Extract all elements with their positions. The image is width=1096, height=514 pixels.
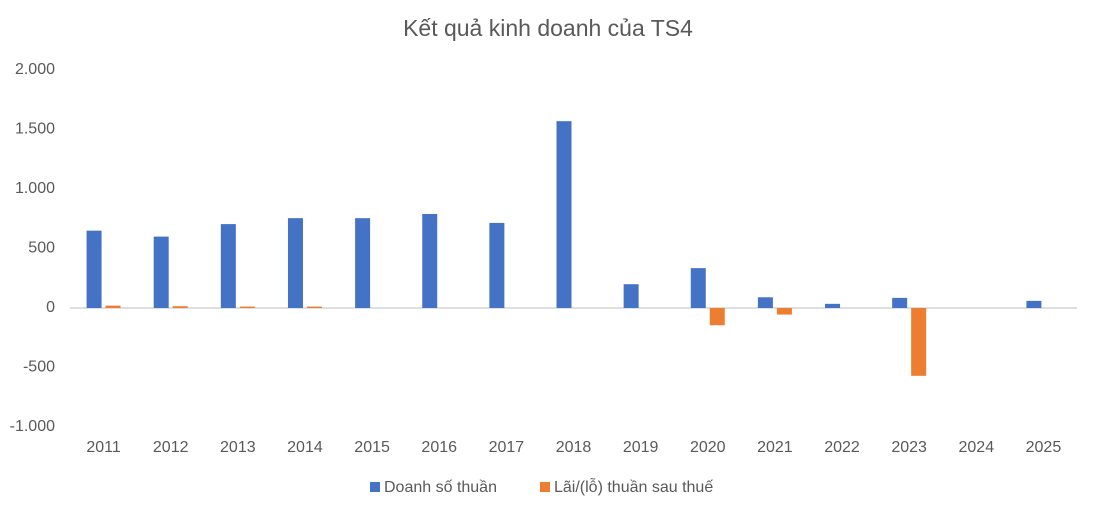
y-tick-label: -1.000 <box>10 418 55 435</box>
x-tick-label: 2012 <box>153 439 189 456</box>
legend-label: Doanh số thuần <box>384 479 497 496</box>
y-tick-label: 0 <box>46 299 55 316</box>
legend-swatch <box>540 482 550 492</box>
x-tick-label: 2013 <box>220 439 256 456</box>
x-tick-label: 2022 <box>824 439 860 456</box>
bar <box>709 308 725 326</box>
bar <box>489 222 505 308</box>
bar <box>911 308 927 376</box>
bar <box>757 297 773 308</box>
bar <box>556 121 572 308</box>
x-tick-label: 2015 <box>354 439 390 456</box>
bar <box>776 308 792 315</box>
bar <box>623 284 639 308</box>
y-tick-label: 1.000 <box>15 180 55 197</box>
bar <box>306 306 322 308</box>
bar <box>355 218 371 308</box>
legend-label: Lãi/(lỗ) thuần sau thuế <box>554 477 713 496</box>
x-tick-label: 2024 <box>959 439 995 456</box>
bar <box>220 224 236 308</box>
x-tick-label: 2019 <box>623 439 659 456</box>
bar <box>172 306 188 308</box>
bar <box>153 236 169 308</box>
x-tick-label: 2023 <box>891 439 927 456</box>
y-tick-label: 500 <box>28 240 55 257</box>
chart-title: Kết quả kinh doanh của TS4 <box>403 15 693 41</box>
legend-swatch <box>370 482 380 492</box>
bar <box>86 230 102 308</box>
x-tick-label: 2025 <box>1026 439 1062 456</box>
bar <box>287 218 303 308</box>
x-tick-label: 2017 <box>489 439 525 456</box>
bar <box>239 306 255 308</box>
bar <box>825 303 841 308</box>
x-tick-label: 2018 <box>556 439 592 456</box>
y-tick-label: -500 <box>23 359 55 376</box>
bar <box>422 213 438 308</box>
x-tick-label: 2014 <box>287 439 323 456</box>
bar <box>105 305 121 308</box>
x-tick-label: 2021 <box>757 439 793 456</box>
bar <box>892 297 908 308</box>
bar <box>690 268 706 308</box>
x-tick-label: 2020 <box>690 439 726 456</box>
bar <box>1026 300 1042 308</box>
y-tick-label: 2.000 <box>15 61 55 78</box>
x-tick-label: 2016 <box>421 439 457 456</box>
x-tick-label: 2011 <box>86 439 121 456</box>
y-tick-label: 1.500 <box>15 121 55 138</box>
